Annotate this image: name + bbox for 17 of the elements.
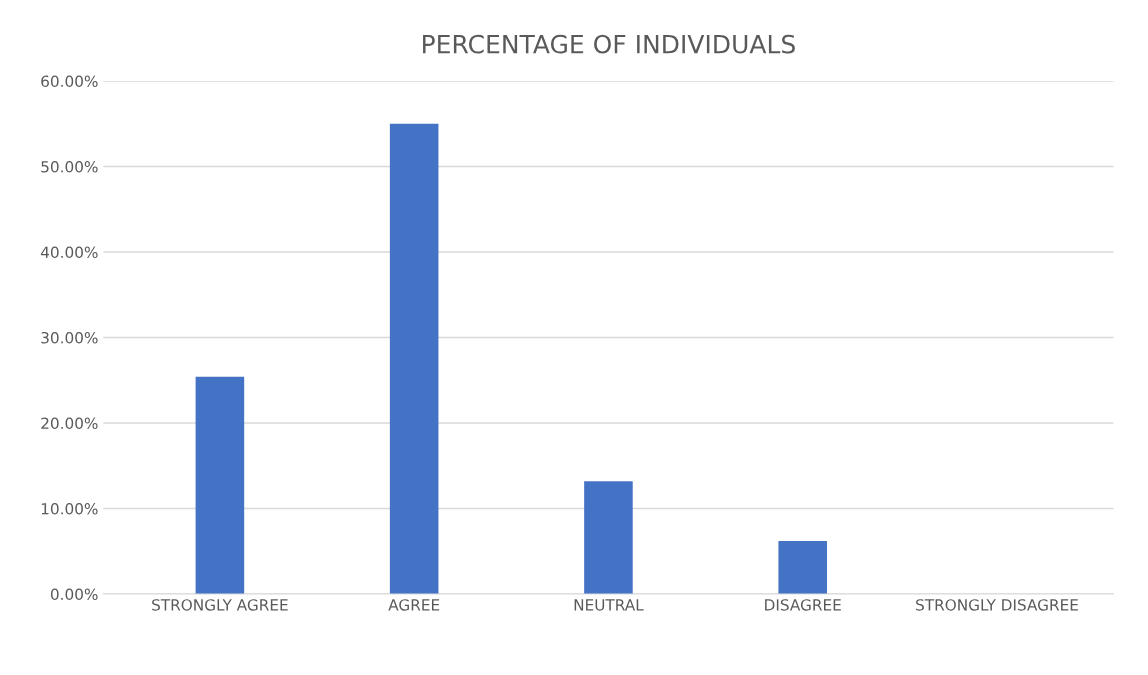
y-tick-label: 20.00% <box>41 417 98 430</box>
x-tick-label: DISAGREE <box>765 599 841 611</box>
chart-title: PERCENTAGE OF INDIVIDUALS <box>423 34 795 54</box>
x-tick-label: NEUTRAL <box>574 599 644 611</box>
bar <box>584 481 633 594</box>
x-tick-label: STRONGLY DISAGREE <box>916 599 1078 611</box>
y-tick-label: 40.00% <box>40 246 98 259</box>
y-tick-label: 10.00% <box>41 502 98 515</box>
bar <box>195 376 245 594</box>
y-tick-label: 60.00% <box>41 75 98 88</box>
y-tick-label: 0.00% <box>50 588 98 601</box>
x-tick-label: AGREE <box>388 599 440 611</box>
y-tick-label: 50.00% <box>41 160 98 173</box>
bar <box>778 540 827 594</box>
y-tick-label: 30.00% <box>41 331 98 344</box>
x-tick-label: STRONGLY AGREE <box>152 599 288 611</box>
bar <box>389 123 439 594</box>
